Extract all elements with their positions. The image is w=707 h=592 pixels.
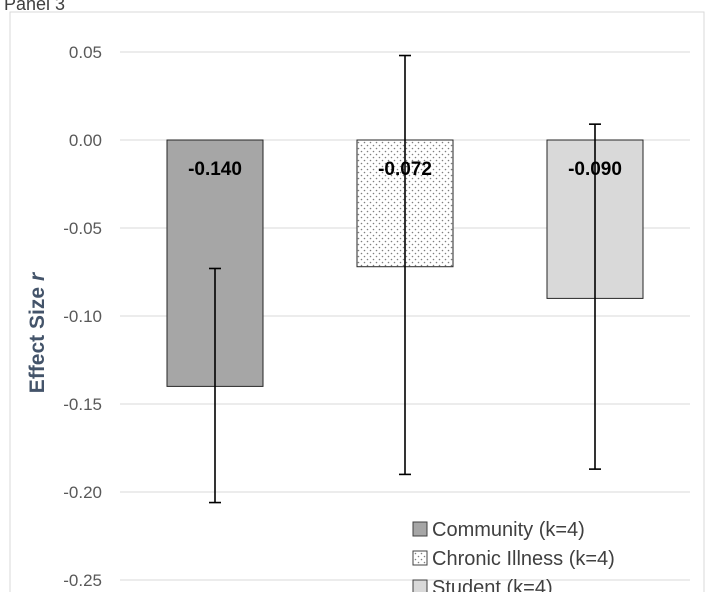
panel-title: Panel 3 xyxy=(4,0,66,14)
y-tick-label: -0.20 xyxy=(63,483,102,502)
y-axis-label: Effect Size r xyxy=(26,271,49,393)
legend-label: Community (k=4) xyxy=(432,519,585,541)
y-tick-label: 0.05 xyxy=(69,43,102,62)
legend-label: Chronic Illness (k=4) xyxy=(432,548,615,570)
y-tick-label: -0.25 xyxy=(63,571,102,590)
legend-swatch xyxy=(412,579,428,592)
y-tick-labels: 0.05 0.00 -0.05 -0.10 -0.15 -0.20 -0.25 xyxy=(63,43,102,590)
chart-frame xyxy=(9,11,705,592)
legend-label: Student (k=4) xyxy=(432,577,553,592)
bar xyxy=(166,139,264,387)
y-tick-label: 0.00 xyxy=(69,131,102,150)
y-tick-label: -0.10 xyxy=(63,307,102,326)
y-tick-label: -0.05 xyxy=(63,219,102,238)
data-label: -0.090 xyxy=(568,159,622,180)
legend: Community (k=4) Chronic Illness (k=4) Stud… xyxy=(412,519,615,592)
error-bars xyxy=(209,54,601,504)
data-label: -0.072 xyxy=(378,159,432,180)
bars xyxy=(166,139,644,387)
legend-swatch xyxy=(412,521,428,537)
y-axis-label-italic: r xyxy=(26,271,49,281)
data-label: -0.140 xyxy=(188,159,242,180)
y-axis-label-text: Effect Size xyxy=(26,287,49,393)
y-tick-label: -0.15 xyxy=(63,395,102,414)
legend-swatch xyxy=(412,550,428,566)
data-labels: -0.140 -0.072 -0.090 xyxy=(188,159,622,180)
